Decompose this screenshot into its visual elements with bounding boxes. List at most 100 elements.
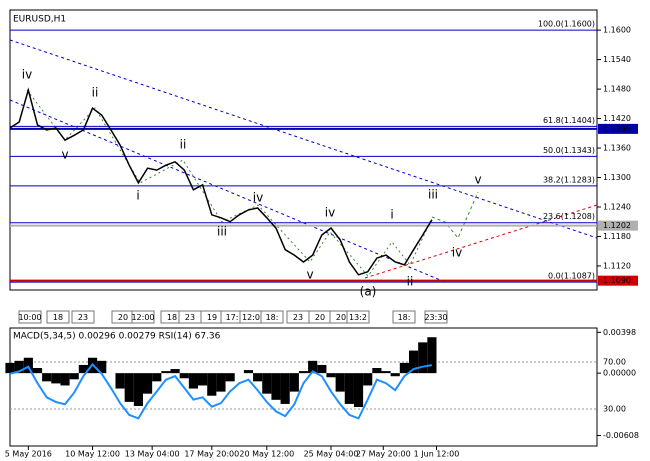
x-tick-label: 20 May 12:00 <box>239 450 294 459</box>
macd-bar <box>372 368 382 374</box>
macd-bar <box>152 373 162 382</box>
wave-label: v <box>306 268 313 282</box>
time-tag-box <box>392 310 416 324</box>
macd-bar <box>69 373 79 380</box>
time-tag: 20 <box>336 313 346 322</box>
macd-bar <box>280 373 290 404</box>
time-tag-box <box>260 310 284 324</box>
time-tag: 23 <box>185 313 195 322</box>
time-tag: 20 <box>118 313 128 322</box>
trend-line <box>364 204 598 279</box>
macd-bar <box>97 360 107 374</box>
level-label: 1.1399 <box>603 124 631 133</box>
macd-bar <box>23 357 33 374</box>
x-tick-label: 27 May 20:00 <box>356 450 411 459</box>
macd-bar <box>5 362 15 374</box>
x-tick-label: 1 Jun 12:00 <box>414 450 460 459</box>
time-tag: 23 <box>78 313 88 322</box>
macd-bar <box>363 373 373 386</box>
macd-bar <box>353 373 364 408</box>
macd-bar <box>161 371 171 374</box>
wave-label: v <box>474 173 481 187</box>
x-tick-label: 13 May 04:00 <box>125 450 180 459</box>
macd-bar <box>289 373 299 392</box>
fib-label: 61.8(1.1404) <box>543 116 595 125</box>
macd-bar <box>243 370 254 374</box>
macd-bar <box>225 373 235 382</box>
macd-bar <box>390 373 400 377</box>
macd-bar <box>344 373 354 404</box>
macd-tick-label: 0.00000 <box>603 369 636 378</box>
time-tag-box <box>346 310 370 324</box>
macd-bar <box>399 362 409 374</box>
wave-label: i <box>136 189 139 203</box>
macd-bar <box>188 373 199 389</box>
trend-line <box>9 99 446 283</box>
macd-bar <box>216 373 226 392</box>
time-tag-box <box>131 310 155 324</box>
rsi-line <box>9 362 433 420</box>
x-tick-label: 10 May 12:00 <box>65 450 120 459</box>
x-tick-label: 5 May 2016 <box>5 450 52 459</box>
macd-bar <box>335 373 345 392</box>
wave-label: ii <box>180 138 187 152</box>
macd-bar <box>124 373 134 402</box>
y-tick-label: 1.1300 <box>603 173 631 182</box>
macd-bar <box>262 373 272 394</box>
time-tag: 17: <box>226 313 239 322</box>
macd-bar <box>207 373 217 396</box>
macd-bar <box>271 373 281 400</box>
macd-tick-label: -0.00608 <box>603 431 639 440</box>
fib-label: 38.2(1.1283) <box>543 175 595 184</box>
level-label: 1.1090 <box>603 276 631 285</box>
fib-label: 50.0(1.1343) <box>543 146 595 155</box>
wave-label: (a) <box>360 285 377 299</box>
fib-label: 100.0(1.1600) <box>538 20 595 29</box>
time-tag: 12:00 <box>131 313 154 322</box>
macd-bar <box>418 342 428 374</box>
wave-label: i <box>390 208 393 222</box>
level-badge <box>598 123 638 134</box>
time-tag-box <box>18 310 42 324</box>
trend-line <box>9 39 598 239</box>
macd-bar <box>381 371 391 374</box>
macd-bar <box>14 360 24 374</box>
time-tag: 23:30 <box>424 313 447 322</box>
macd-bar <box>198 373 208 386</box>
wave-label: iii <box>217 225 227 239</box>
y-tick-label: 1.1600 <box>603 26 631 35</box>
time-tag: 18 <box>167 313 177 322</box>
time-tag: 23 <box>293 313 303 322</box>
macd-bar <box>60 373 70 386</box>
time-tag-box <box>71 310 95 324</box>
x-tick-label: 17 May 20:00 <box>184 450 239 459</box>
indicator-title: MACD(5,34,5) 0.00296 0.00279 RSI(14) 67.… <box>13 332 221 342</box>
wave-label: iii <box>428 188 438 202</box>
time-tag: 19 <box>207 313 217 322</box>
time-tag: 10:00 <box>18 313 41 322</box>
macd-bar <box>42 373 52 382</box>
wave-label: iv <box>325 206 335 220</box>
fib-label: 0.0(1.1087) <box>548 272 595 281</box>
fib-label: 23.6(1.1208) <box>543 212 595 221</box>
macd-bar <box>142 373 153 394</box>
macd-bar <box>408 350 419 374</box>
macd-bar <box>133 373 143 406</box>
time-tag-box <box>46 310 70 324</box>
main-frame <box>9 9 598 291</box>
wave-label: iv <box>253 191 263 205</box>
y-tick-label: 1.1180 <box>603 232 631 241</box>
price-line <box>9 87 433 276</box>
macd-bar <box>170 369 180 374</box>
wave-path <box>26 89 433 277</box>
macd-bar <box>298 371 309 374</box>
time-tag: 20 <box>315 313 325 322</box>
macd-bar <box>179 373 189 379</box>
y-tick-label: 1.1420 <box>603 114 631 123</box>
level-badge <box>598 275 638 286</box>
wave-label: v <box>61 148 68 162</box>
macd-bar <box>253 373 263 382</box>
indicator-frame <box>9 327 598 447</box>
macd-bar <box>317 364 327 374</box>
